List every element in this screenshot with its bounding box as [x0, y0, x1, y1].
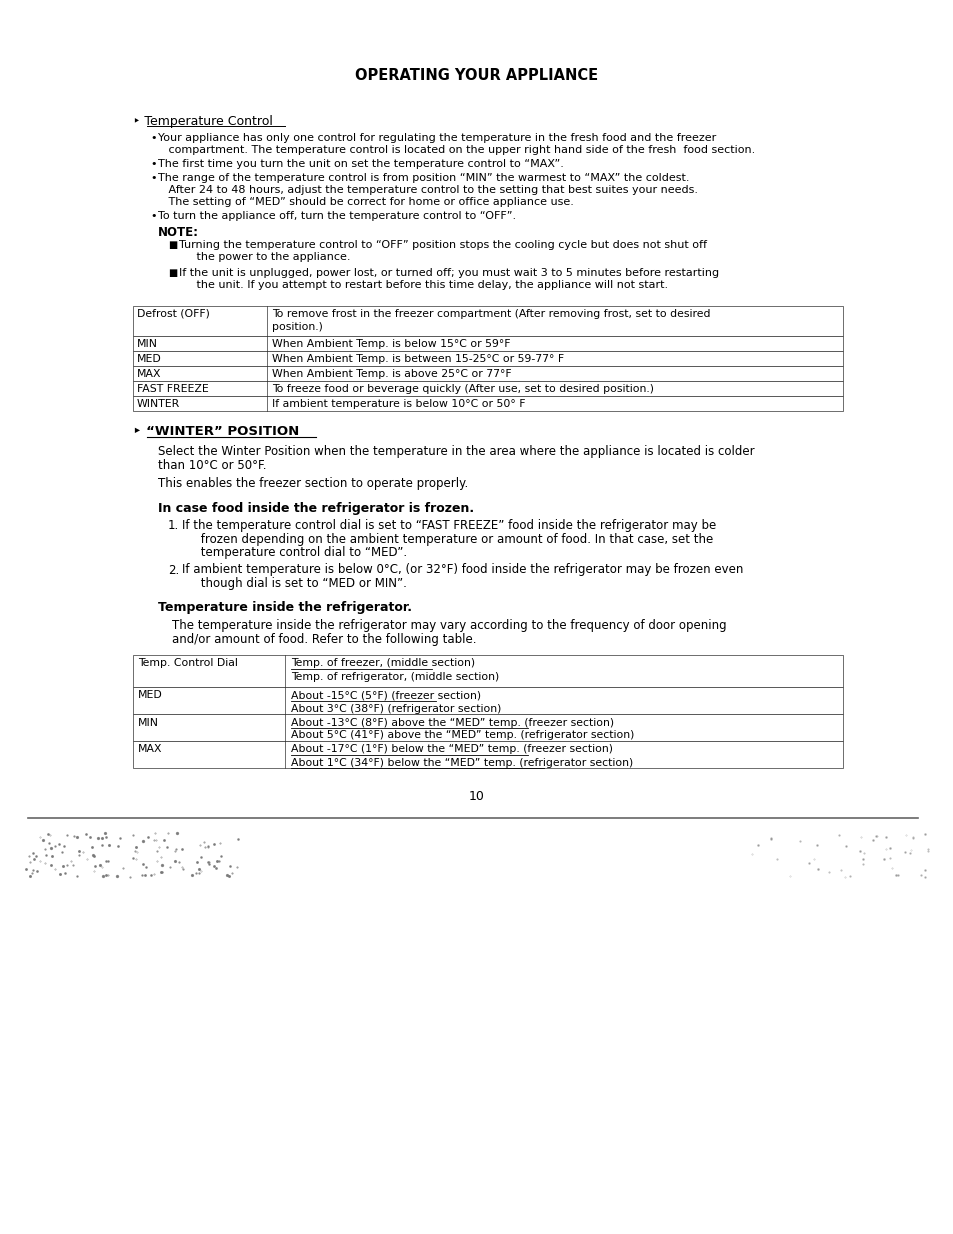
Text: and/or amount of food. Refer to the following table.: and/or amount of food. Refer to the foll… [172, 633, 476, 645]
Text: MED: MED [138, 691, 163, 701]
Text: compartment. The temperature control is located on the upper right hand side of : compartment. The temperature control is … [158, 146, 755, 155]
Text: frozen depending on the ambient temperature or amount of food. In that case, set: frozen depending on the ambient temperat… [182, 533, 713, 545]
Text: The setting of “MED” should be correct for home or office appliance use.: The setting of “MED” should be correct f… [158, 197, 574, 207]
Text: To turn the appliance off, turn the temperature control to “OFF”.: To turn the appliance off, turn the temp… [158, 211, 516, 221]
Bar [132, 396, 842, 411]
Text: About -15°C (5°F) (freezer section): About -15°C (5°F) (freezer section) [291, 691, 480, 701]
Text: ‣ “WINTER” POSITION: ‣ “WINTER” POSITION [132, 424, 299, 438]
Text: ■: ■ [168, 239, 177, 251]
Text: After 24 to 48 hours, adjust the temperature control to the setting that best su: After 24 to 48 hours, adjust the tempera… [158, 185, 698, 195]
Text: This enables the freezer section to operate properly.: This enables the freezer section to oper… [158, 478, 468, 490]
Text: MAX: MAX [137, 369, 161, 379]
Text: The range of the temperature control is from position “MIN” the warmest to “MAX”: The range of the temperature control is … [158, 173, 689, 183]
Text: •: • [150, 173, 156, 183]
Bar [132, 686, 842, 713]
Text: If ambient temperature is below 10°C or 50° F: If ambient temperature is below 10°C or … [272, 399, 525, 408]
Bar [132, 713, 842, 740]
Bar [132, 381, 842, 396]
Text: the power to the appliance.: the power to the appliance. [179, 252, 350, 262]
Text: though dial is set to “MED or MIN”.: though dial is set to “MED or MIN”. [182, 578, 406, 590]
Text: About 3°C (38°F) (refrigerator section): About 3°C (38°F) (refrigerator section) [291, 703, 501, 713]
Text: OPERATING YOUR APPLIANCE: OPERATING YOUR APPLIANCE [355, 68, 598, 83]
Bar [132, 306, 842, 336]
Text: MIN: MIN [138, 717, 159, 728]
Text: To freeze food or beverage quickly (After use, set to desired position.): To freeze food or beverage quickly (Afte… [272, 384, 654, 394]
Text: Temp. of refrigerator, (middle section): Temp. of refrigerator, (middle section) [291, 671, 498, 681]
Text: position.): position.) [272, 322, 322, 332]
Text: About 5°C (41°F) above the “MED” temp. (refrigerator section): About 5°C (41°F) above the “MED” temp. (… [291, 731, 634, 740]
Text: ‣ Temperature Control: ‣ Temperature Control [132, 115, 273, 128]
Bar [132, 366, 842, 381]
Text: 1.: 1. [168, 520, 179, 532]
Text: MAX: MAX [138, 744, 162, 754]
Text: Your appliance has only one control for regulating the temperature in the fresh : Your appliance has only one control for … [158, 133, 716, 143]
Text: In case food inside the refrigerator is frozen.: In case food inside the refrigerator is … [158, 502, 474, 515]
Text: WINTER: WINTER [137, 399, 180, 408]
Text: Defrost (OFF): Defrost (OFF) [137, 308, 210, 320]
Text: •: • [150, 159, 156, 169]
Text: FAST FREEZE: FAST FREEZE [137, 384, 209, 394]
Text: Temp. of freezer, (middle section): Temp. of freezer, (middle section) [291, 659, 475, 669]
Text: than 10°C or 50°F.: than 10°C or 50°F. [158, 459, 266, 471]
Text: MIN: MIN [137, 339, 158, 349]
Text: 10: 10 [469, 790, 484, 802]
Text: The temperature inside the refrigerator may vary according to the frequency of d: The temperature inside the refrigerator … [172, 618, 726, 632]
Text: About 1°C (34°F) below the “MED” temp. (refrigerator section): About 1°C (34°F) below the “MED” temp. (… [291, 758, 633, 768]
Text: 2.: 2. [168, 564, 179, 576]
Bar [132, 654, 842, 686]
Text: About -17°C (1°F) below the “MED” temp. (freezer section): About -17°C (1°F) below the “MED” temp. … [291, 744, 613, 754]
Text: NOTE:: NOTE: [158, 226, 199, 239]
Bar [132, 350, 842, 366]
Text: Temp. Control Dial: Temp. Control Dial [138, 659, 237, 669]
Text: Turning the temperature control to “OFF” position stops the cooling cycle but do: Turning the temperature control to “OFF”… [179, 239, 706, 251]
Text: ■: ■ [168, 268, 177, 278]
Text: Temperature inside the refrigerator.: Temperature inside the refrigerator. [158, 601, 412, 613]
Text: If ambient temperature is below 0°C, (or 32°F) food inside the refrigerator may : If ambient temperature is below 0°C, (or… [182, 564, 742, 576]
Text: If the temperature control dial is set to “FAST FREEZE” food inside the refriger: If the temperature control dial is set t… [182, 520, 716, 532]
Bar [132, 740, 842, 768]
Text: MED: MED [137, 354, 162, 364]
Text: If the unit is unplugged, power lost, or turned off; you must wait 3 to 5 minute: If the unit is unplugged, power lost, or… [179, 268, 719, 278]
Text: •: • [150, 133, 156, 143]
Text: When Ambient Temp. is below 15°C or 59°F: When Ambient Temp. is below 15°C or 59°F [272, 339, 510, 349]
Text: the unit. If you attempt to restart before this time delay, the appliance will n: the unit. If you attempt to restart befo… [179, 280, 667, 290]
Text: About -13°C (8°F) above the “MED” temp. (freezer section): About -13°C (8°F) above the “MED” temp. … [291, 717, 614, 728]
Bar [132, 336, 842, 350]
Text: •: • [150, 211, 156, 221]
Text: The first time you turn the unit on set the temperature control to “MAX”.: The first time you turn the unit on set … [158, 159, 563, 169]
Text: When Ambient Temp. is between 15-25°C or 59-77° F: When Ambient Temp. is between 15-25°C or… [272, 354, 563, 364]
Text: Select the Winter Position when the temperature in the area where the appliance : Select the Winter Position when the temp… [158, 445, 754, 458]
Text: To remove frost in the freezer compartment (After removing frost, set to desired: To remove frost in the freezer compartme… [272, 308, 710, 320]
Text: When Ambient Temp. is above 25°C or 77°F: When Ambient Temp. is above 25°C or 77°F [272, 369, 511, 379]
Text: temperature control dial to “MED”.: temperature control dial to “MED”. [182, 545, 407, 559]
